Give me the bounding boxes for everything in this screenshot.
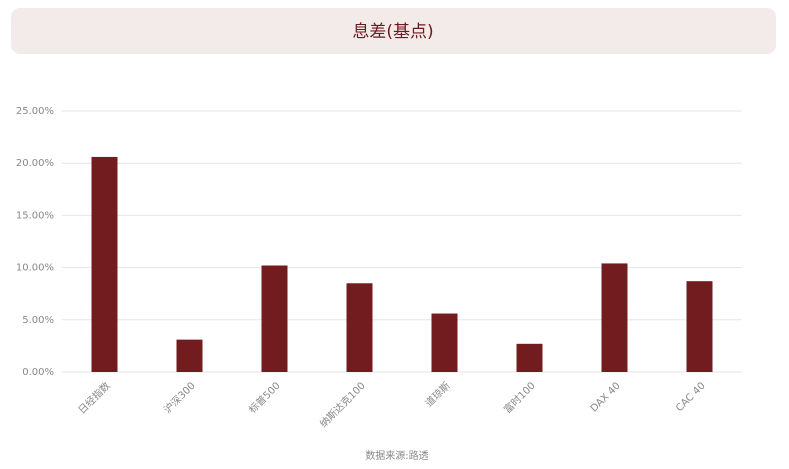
bar (91, 156, 118, 372)
x-tick-label: 日经指数 (75, 379, 112, 416)
x-tick-label: DAX 40 (589, 380, 623, 414)
bar (176, 339, 203, 372)
bar (516, 343, 543, 372)
source-note: 数据来源:路透 (365, 449, 428, 462)
x-tick-label: CAC 40 (674, 380, 708, 414)
y-tick-label: 15.00% (16, 210, 54, 221)
x-tick-label: 富时100 (501, 379, 538, 416)
x-tick-label: 标普500 (246, 379, 283, 416)
y-tick-label: 20.00% (16, 158, 54, 169)
x-tick-label: 道琼斯 (422, 379, 452, 409)
bar (346, 283, 373, 372)
y-tick-label: 25.00% (16, 106, 54, 117)
y-tick-label: 5.00% (22, 315, 54, 326)
y-tick-label: 0.00% (22, 367, 54, 378)
bar (261, 265, 288, 372)
title-box (11, 8, 776, 54)
x-tick-label: 纳斯达克100 (317, 379, 368, 430)
x-tick-label: 沪深300 (161, 379, 198, 416)
chart-title: 息差(基点) (352, 22, 433, 42)
bar (431, 313, 458, 372)
bar (686, 281, 713, 372)
bar (601, 263, 628, 372)
y-tick-label: 10.00% (16, 263, 54, 274)
